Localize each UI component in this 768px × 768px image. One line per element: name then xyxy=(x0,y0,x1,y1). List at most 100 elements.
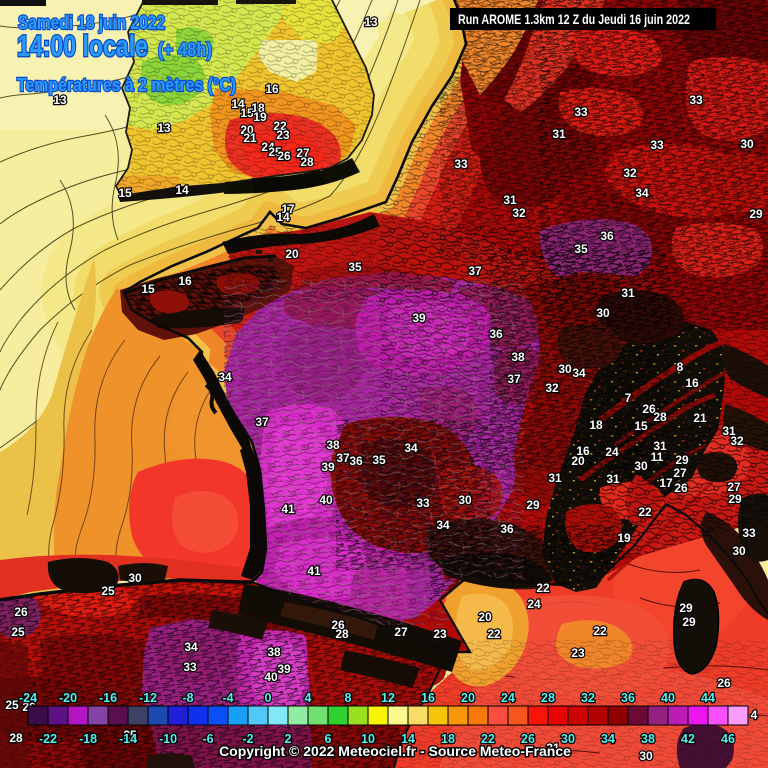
svg-text:42: 42 xyxy=(681,732,695,746)
svg-text:27: 27 xyxy=(394,625,408,639)
svg-text:36: 36 xyxy=(600,229,614,243)
svg-text:38: 38 xyxy=(511,350,525,364)
svg-text:30: 30 xyxy=(634,459,648,473)
svg-text:-18: -18 xyxy=(79,732,97,746)
svg-text:23: 23 xyxy=(433,627,447,641)
svg-text:30: 30 xyxy=(740,137,754,151)
svg-text:35: 35 xyxy=(372,453,386,467)
svg-text:13: 13 xyxy=(157,121,171,135)
svg-text:33: 33 xyxy=(689,93,703,107)
svg-text:29: 29 xyxy=(679,601,693,615)
svg-text:14: 14 xyxy=(401,732,415,746)
svg-text:34: 34 xyxy=(635,186,649,200)
svg-text:17: 17 xyxy=(281,202,295,216)
svg-text:35: 35 xyxy=(348,260,362,274)
svg-text:37: 37 xyxy=(255,415,269,429)
svg-text:25: 25 xyxy=(5,698,19,712)
svg-text:26: 26 xyxy=(717,676,731,690)
svg-text:25: 25 xyxy=(101,584,115,598)
svg-text:Run AROME 1.3km 12 Z du Jeudi: Run AROME 1.3km 12 Z du Jeudi 16 juin 20… xyxy=(458,11,690,27)
svg-text:33: 33 xyxy=(742,526,756,540)
svg-text:14: 14 xyxy=(276,210,290,224)
svg-text:-6: -6 xyxy=(202,732,213,746)
svg-text:28: 28 xyxy=(300,155,314,169)
svg-text:31: 31 xyxy=(621,286,635,300)
svg-text:23: 23 xyxy=(276,128,290,142)
svg-text:16: 16 xyxy=(178,274,192,288)
svg-text:31: 31 xyxy=(607,472,621,486)
svg-text:36: 36 xyxy=(500,522,514,536)
svg-text:4: 4 xyxy=(305,691,312,705)
svg-text:34: 34 xyxy=(218,370,232,384)
svg-text:Copyright © 2022 Meteociel.fr: Copyright © 2022 Meteociel.fr - Source M… xyxy=(219,743,571,759)
svg-text:22: 22 xyxy=(487,627,501,641)
svg-text:31: 31 xyxy=(606,472,620,486)
svg-text:32: 32 xyxy=(545,381,559,395)
svg-text:27: 27 xyxy=(727,480,741,494)
svg-text:28: 28 xyxy=(335,627,349,641)
svg-text:8: 8 xyxy=(677,360,684,374)
svg-text:29: 29 xyxy=(682,615,696,629)
svg-text:27: 27 xyxy=(673,466,687,480)
svg-text:32: 32 xyxy=(730,434,744,448)
svg-text:16: 16 xyxy=(685,376,699,390)
svg-text:31: 31 xyxy=(653,439,667,453)
svg-text:26: 26 xyxy=(642,402,656,416)
svg-text:15: 15 xyxy=(118,186,132,200)
svg-text:-22: -22 xyxy=(39,732,57,746)
svg-text:-2: -2 xyxy=(242,732,253,746)
svg-text:31: 31 xyxy=(546,741,560,755)
svg-text:15: 15 xyxy=(141,282,155,296)
svg-text:29: 29 xyxy=(749,207,763,221)
svg-text:-20: -20 xyxy=(59,691,77,705)
svg-text:14: 14 xyxy=(175,183,189,197)
svg-text:38: 38 xyxy=(267,645,281,659)
svg-text:33: 33 xyxy=(183,660,197,674)
svg-text:21: 21 xyxy=(243,131,257,145)
svg-text:0: 0 xyxy=(265,691,272,705)
svg-text:11: 11 xyxy=(651,450,664,464)
svg-text:24: 24 xyxy=(605,445,619,459)
svg-text:41: 41 xyxy=(281,502,295,516)
svg-text:-14: -14 xyxy=(119,732,137,746)
svg-text:39: 39 xyxy=(321,460,335,474)
svg-text:33: 33 xyxy=(650,138,664,152)
svg-text:34: 34 xyxy=(601,732,615,746)
svg-text:31: 31 xyxy=(552,127,566,141)
svg-text:28: 28 xyxy=(653,410,667,424)
svg-text:8: 8 xyxy=(345,691,352,705)
svg-text:-10: -10 xyxy=(159,732,177,746)
svg-text:-16: -16 xyxy=(99,691,117,705)
svg-text:28: 28 xyxy=(9,731,23,745)
svg-text:30: 30 xyxy=(561,732,575,746)
svg-text:7: 7 xyxy=(625,391,632,405)
svg-text:17: 17 xyxy=(659,476,673,490)
svg-text:29: 29 xyxy=(675,453,689,467)
svg-text:10: 10 xyxy=(361,732,375,746)
svg-text:32: 32 xyxy=(512,206,526,220)
svg-text:22: 22 xyxy=(536,581,550,595)
svg-text:16: 16 xyxy=(265,82,279,96)
svg-text:12: 12 xyxy=(381,691,395,705)
svg-text:40: 40 xyxy=(319,493,333,507)
svg-text:31: 31 xyxy=(548,471,562,485)
svg-text:15: 15 xyxy=(240,106,254,120)
svg-text:39: 39 xyxy=(412,311,426,325)
svg-text:20: 20 xyxy=(461,691,475,705)
svg-text:25: 25 xyxy=(11,625,25,639)
svg-text:25: 25 xyxy=(268,145,282,159)
svg-text:2: 2 xyxy=(285,732,292,746)
svg-text:Samedi 18 juin 2022: Samedi 18 juin 2022 xyxy=(18,13,165,34)
svg-text:21: 21 xyxy=(693,411,707,425)
svg-text:26: 26 xyxy=(277,149,291,163)
svg-text:39: 39 xyxy=(277,662,291,676)
svg-text:20: 20 xyxy=(240,123,254,137)
svg-text:30: 30 xyxy=(596,306,610,320)
svg-text:44: 44 xyxy=(701,691,715,705)
svg-text:31: 31 xyxy=(503,193,517,207)
svg-text:22: 22 xyxy=(481,732,495,746)
svg-text:40: 40 xyxy=(264,670,278,684)
svg-text:26: 26 xyxy=(674,481,688,495)
svg-text:36: 36 xyxy=(621,691,635,705)
svg-text:20: 20 xyxy=(478,610,492,624)
